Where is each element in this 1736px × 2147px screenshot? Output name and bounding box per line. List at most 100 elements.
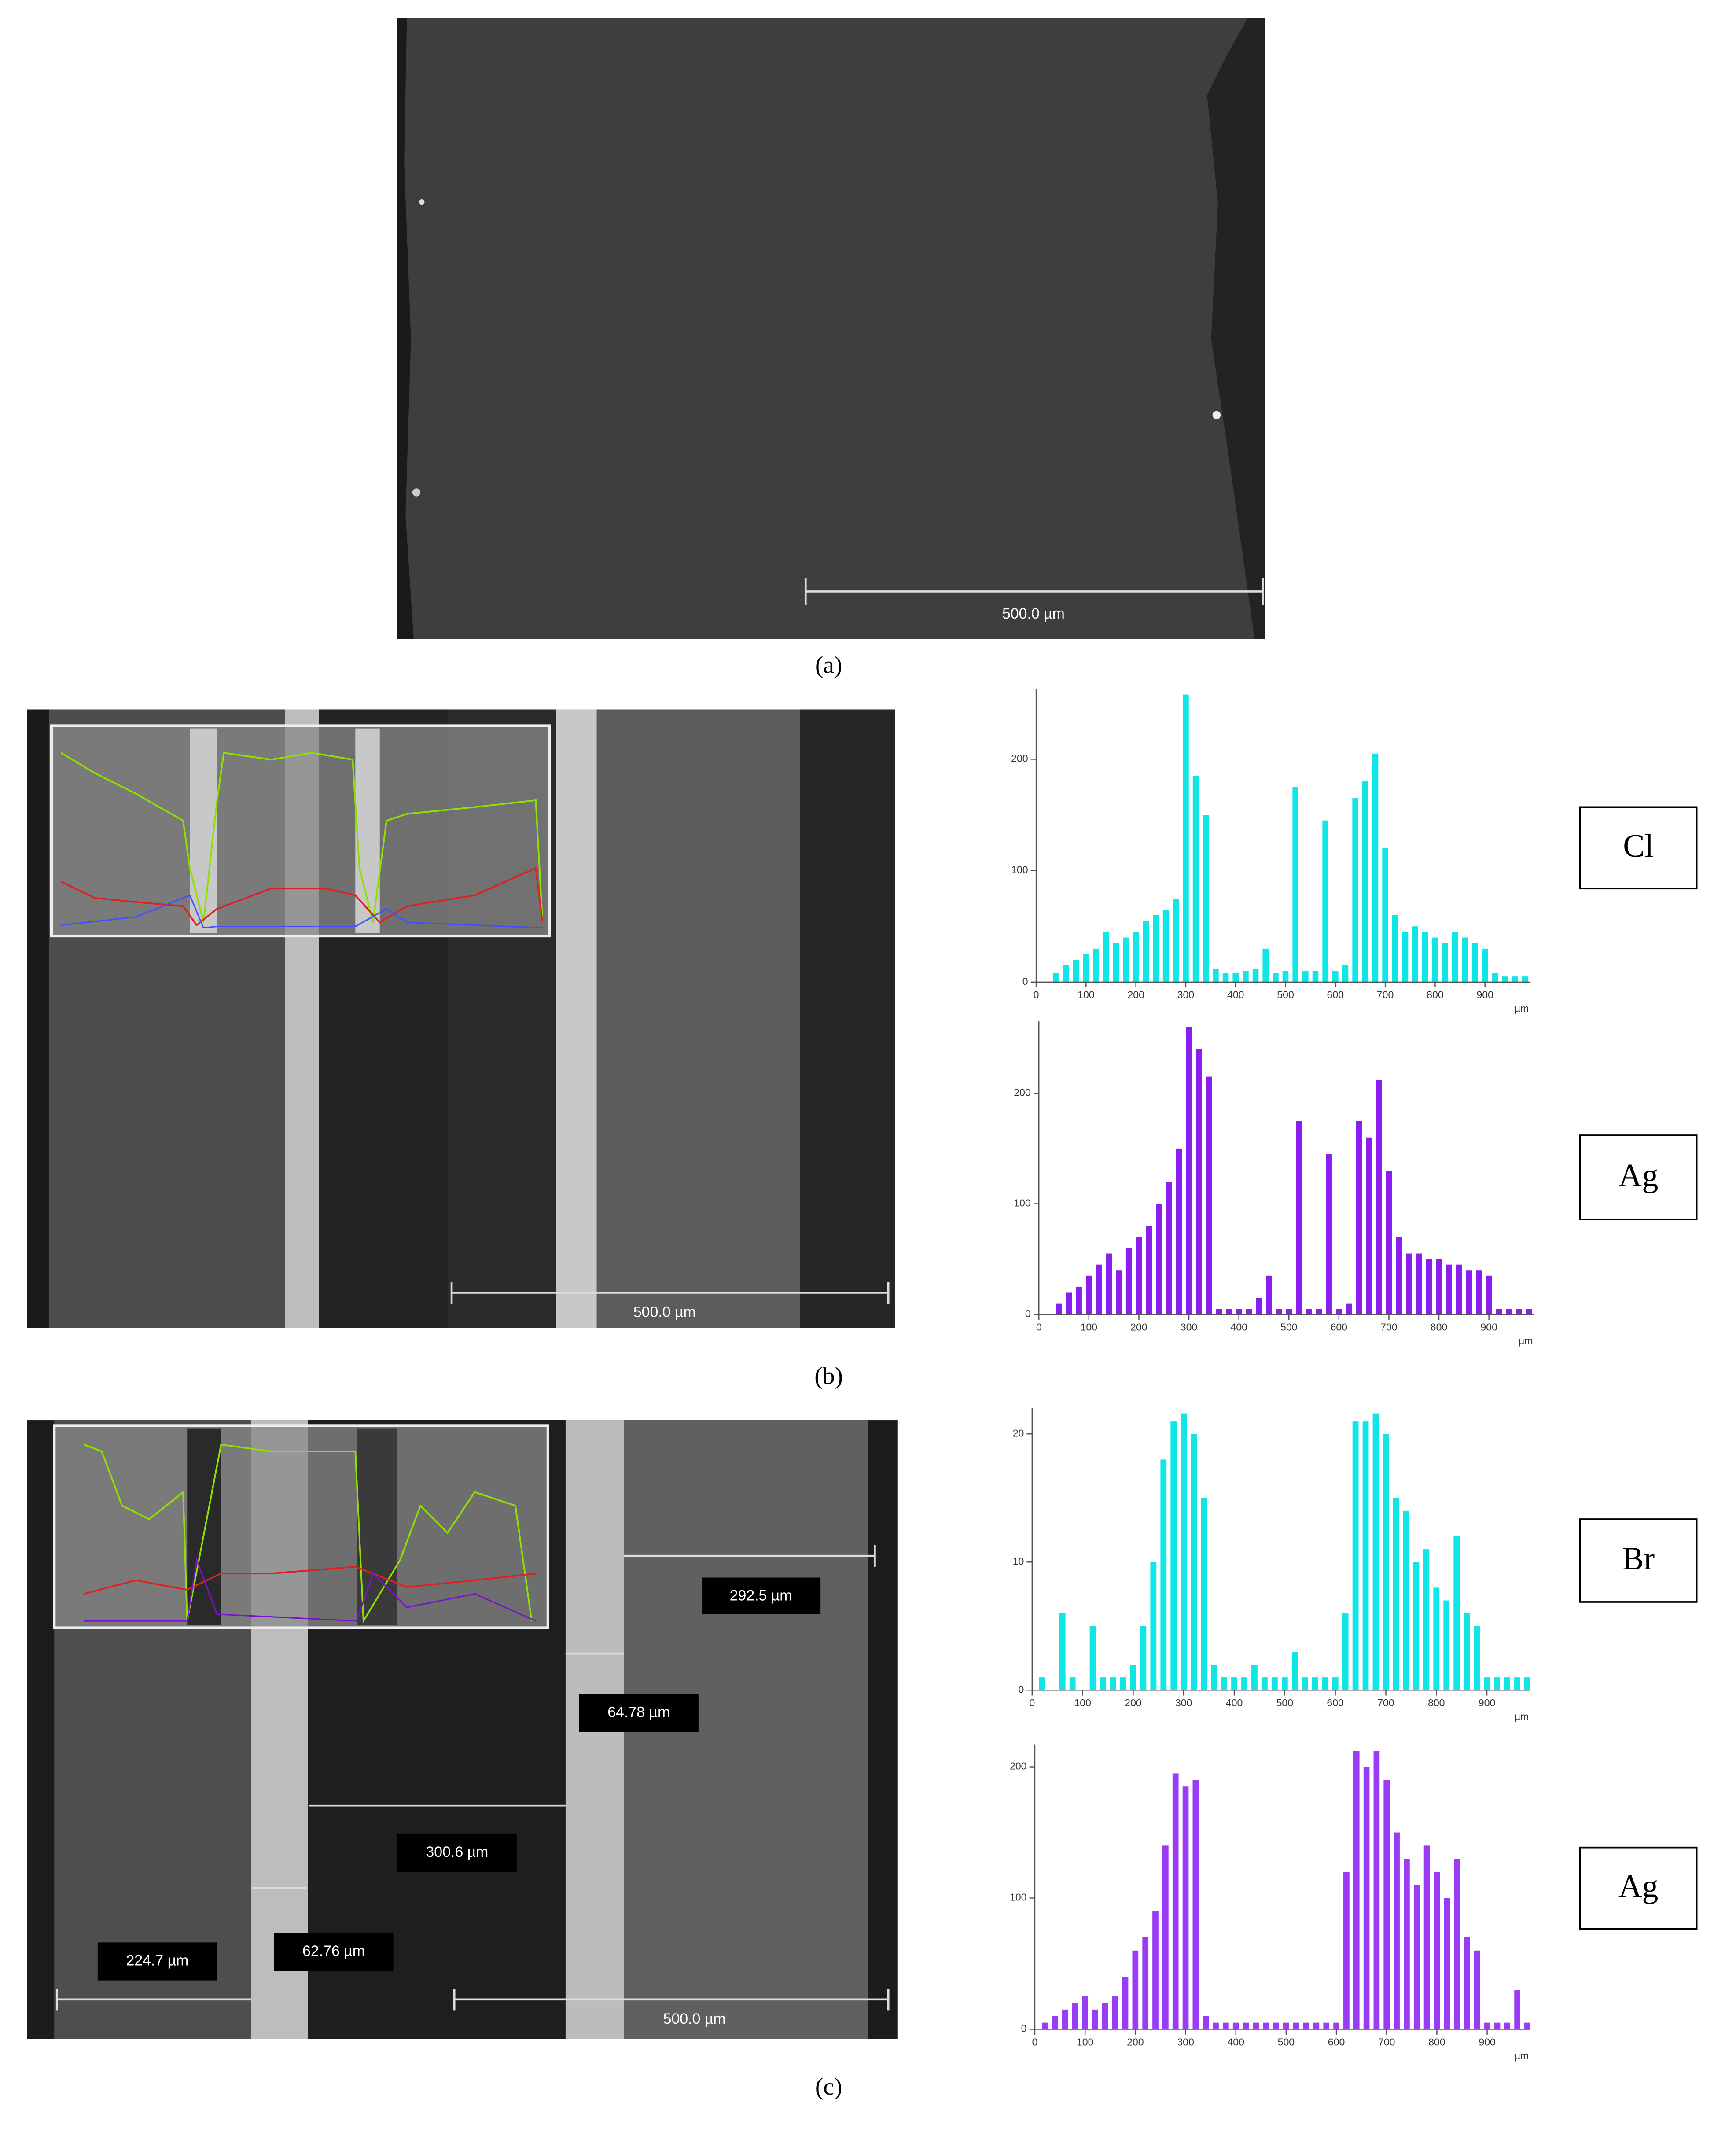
- bar: [1322, 1677, 1328, 1690]
- bar: [1281, 1677, 1288, 1690]
- bar: [1362, 781, 1368, 982]
- element-label: Ag: [1618, 1868, 1658, 1904]
- x-tick-label: 200: [1130, 1322, 1148, 1333]
- scale-bar-label: 500.0 µm: [663, 2011, 726, 2027]
- x-tick-label: 200: [1127, 989, 1144, 1001]
- bar: [1363, 1767, 1370, 2029]
- bar: [1512, 976, 1518, 982]
- bar: [1100, 1677, 1106, 1690]
- x-tick-label: 800: [1431, 1322, 1448, 1333]
- x-tick-label: 600: [1327, 1697, 1344, 1709]
- panel-caption: (c): [815, 2073, 842, 2100]
- bar: [1394, 1832, 1400, 2029]
- x-tick-label: 900: [1479, 1697, 1496, 1709]
- bar: [1173, 898, 1179, 982]
- bar: [1492, 973, 1498, 982]
- bar: [1232, 973, 1239, 982]
- bar: [1504, 1677, 1510, 1690]
- bar: [1089, 1626, 1096, 1690]
- scale-bar-label: 500.0 µm: [633, 1304, 696, 1321]
- y-tick-label: 100: [1010, 1892, 1027, 1903]
- bar: [1332, 971, 1339, 982]
- sem-image-b: 500.0 µm: [27, 709, 895, 1328]
- x-tick-label: 400: [1227, 989, 1244, 1001]
- measurement-label: 62.76 µm: [302, 1943, 365, 1959]
- bar: [1072, 2003, 1078, 2029]
- bar: [1322, 820, 1328, 982]
- bar: [1102, 2003, 1108, 2029]
- bar: [1403, 1510, 1409, 1690]
- bar: [1423, 1549, 1430, 1690]
- bar: [1263, 2022, 1269, 2029]
- element-label: Br: [1622, 1540, 1655, 1576]
- x-tick-label: 100: [1074, 1697, 1091, 1709]
- bar: [1120, 1677, 1126, 1690]
- x-tick-label: 200: [1127, 2036, 1144, 2048]
- bar: [1241, 1677, 1247, 1690]
- bar: [1112, 1996, 1118, 2029]
- bar: [1203, 2016, 1209, 2029]
- bar: [1142, 1937, 1149, 2029]
- bar: [1273, 2022, 1279, 2029]
- bar: [1456, 1264, 1462, 1315]
- x-tick-label: 600: [1327, 989, 1344, 1001]
- bar: [1313, 2022, 1320, 2029]
- bar: [1122, 1977, 1129, 2029]
- bar: [1153, 915, 1159, 982]
- x-tick-label: 300: [1175, 1697, 1192, 1709]
- x-tick-label: 800: [1428, 1697, 1445, 1709]
- bar: [1366, 1137, 1372, 1315]
- bar: [1166, 1182, 1172, 1315]
- bar: [1140, 1626, 1147, 1690]
- bar: [1413, 1885, 1420, 2029]
- bar: [1372, 1413, 1379, 1690]
- bar: [1203, 815, 1209, 982]
- bar: [1494, 2022, 1501, 2029]
- bar: [1433, 1587, 1440, 1690]
- x-tick-label: 600: [1328, 2036, 1345, 2048]
- x-axis-label: µm: [1515, 1711, 1529, 1722]
- bar: [1052, 2016, 1058, 2029]
- bar: [1502, 976, 1508, 982]
- bar: [1211, 1665, 1217, 1690]
- bar: [1223, 2022, 1229, 2029]
- x-tick-label: 500: [1277, 989, 1294, 1001]
- bar: [1442, 943, 1448, 982]
- bar: [1276, 1309, 1282, 1315]
- bar: [1150, 1562, 1157, 1690]
- y-tick-label: 200: [1014, 1086, 1031, 1098]
- bar: [1416, 1253, 1422, 1315]
- bar: [1133, 932, 1139, 982]
- bar: [1191, 1434, 1197, 1690]
- bar: [1213, 969, 1219, 982]
- bar: [1476, 1270, 1482, 1315]
- bar: [1432, 937, 1438, 982]
- bar: [1484, 2022, 1490, 2029]
- bar: [1413, 1562, 1420, 1690]
- bar: [1482, 948, 1488, 982]
- bar: [1130, 1665, 1136, 1690]
- bar: [1514, 1677, 1520, 1690]
- bar: [1312, 971, 1319, 982]
- x-tick-label: 700: [1378, 2036, 1395, 2048]
- bar: [1453, 1536, 1460, 1690]
- bar: [1221, 1677, 1227, 1690]
- bar: [1436, 1259, 1442, 1315]
- bar: [1376, 1080, 1382, 1315]
- bar: [1062, 2009, 1068, 2029]
- bar: [1231, 1677, 1237, 1690]
- x-tick-label: 700: [1380, 1322, 1398, 1333]
- bar: [1136, 1237, 1142, 1315]
- y-tick-label: 200: [1011, 753, 1028, 764]
- bar: [1039, 1677, 1045, 1690]
- x-tick-label: 400: [1230, 1322, 1247, 1333]
- x-tick-label: 400: [1227, 2036, 1244, 2048]
- bar: [1186, 1027, 1192, 1315]
- bar: [1452, 932, 1458, 982]
- bar: [1383, 1780, 1390, 2029]
- bar: [1213, 2022, 1219, 2029]
- x-tick-label: 900: [1476, 989, 1493, 1001]
- bar: [1514, 1990, 1520, 2029]
- bar: [1292, 787, 1298, 982]
